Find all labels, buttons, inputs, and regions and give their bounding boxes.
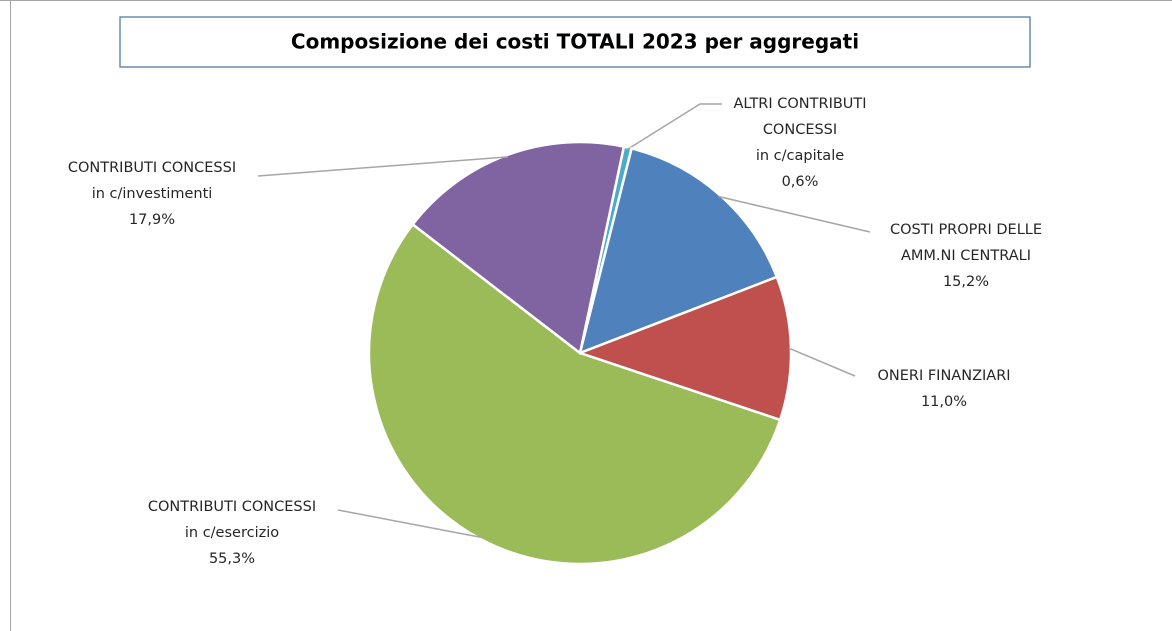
chart-title: Composizione dei costi TOTALI 2023 per a… [291, 30, 859, 54]
pie-slice [576, 275, 793, 422]
leader-line [718, 195, 871, 233]
slice-label: CONTRIBUTI CONCESSI [148, 499, 316, 515]
value-label: 0,6% [782, 174, 819, 190]
value-label: 11,0% [921, 394, 967, 410]
value-label: 55,3% [209, 551, 255, 567]
slice-label: CONCESSI [763, 122, 837, 138]
pie-slice [367, 222, 782, 566]
leader-line [788, 347, 856, 377]
leader-line [626, 103, 722, 151]
slice-label: in c/capitale [756, 148, 844, 164]
slice-label: in c/investimenti [92, 186, 213, 202]
leader-line [337, 509, 482, 539]
slice-label: ONERI FINANZIARI [877, 368, 1010, 384]
pie-slice [410, 140, 626, 356]
value-label: 17,9% [129, 212, 175, 228]
leader-line [257, 156, 508, 177]
slice-label: COSTI PROPRI DELLE [890, 222, 1042, 238]
slice-label: in c/esercizio [185, 525, 279, 541]
title-box [119, 16, 1031, 68]
value-label: 15,2% [943, 274, 989, 290]
slice-label: ALTRI CONTRIBUTI [733, 96, 866, 112]
slice-label: AMM.NI CENTRALI [901, 248, 1031, 264]
pie-slice [578, 146, 779, 356]
slice-label: CONTRIBUTI CONCESSI [68, 160, 236, 176]
